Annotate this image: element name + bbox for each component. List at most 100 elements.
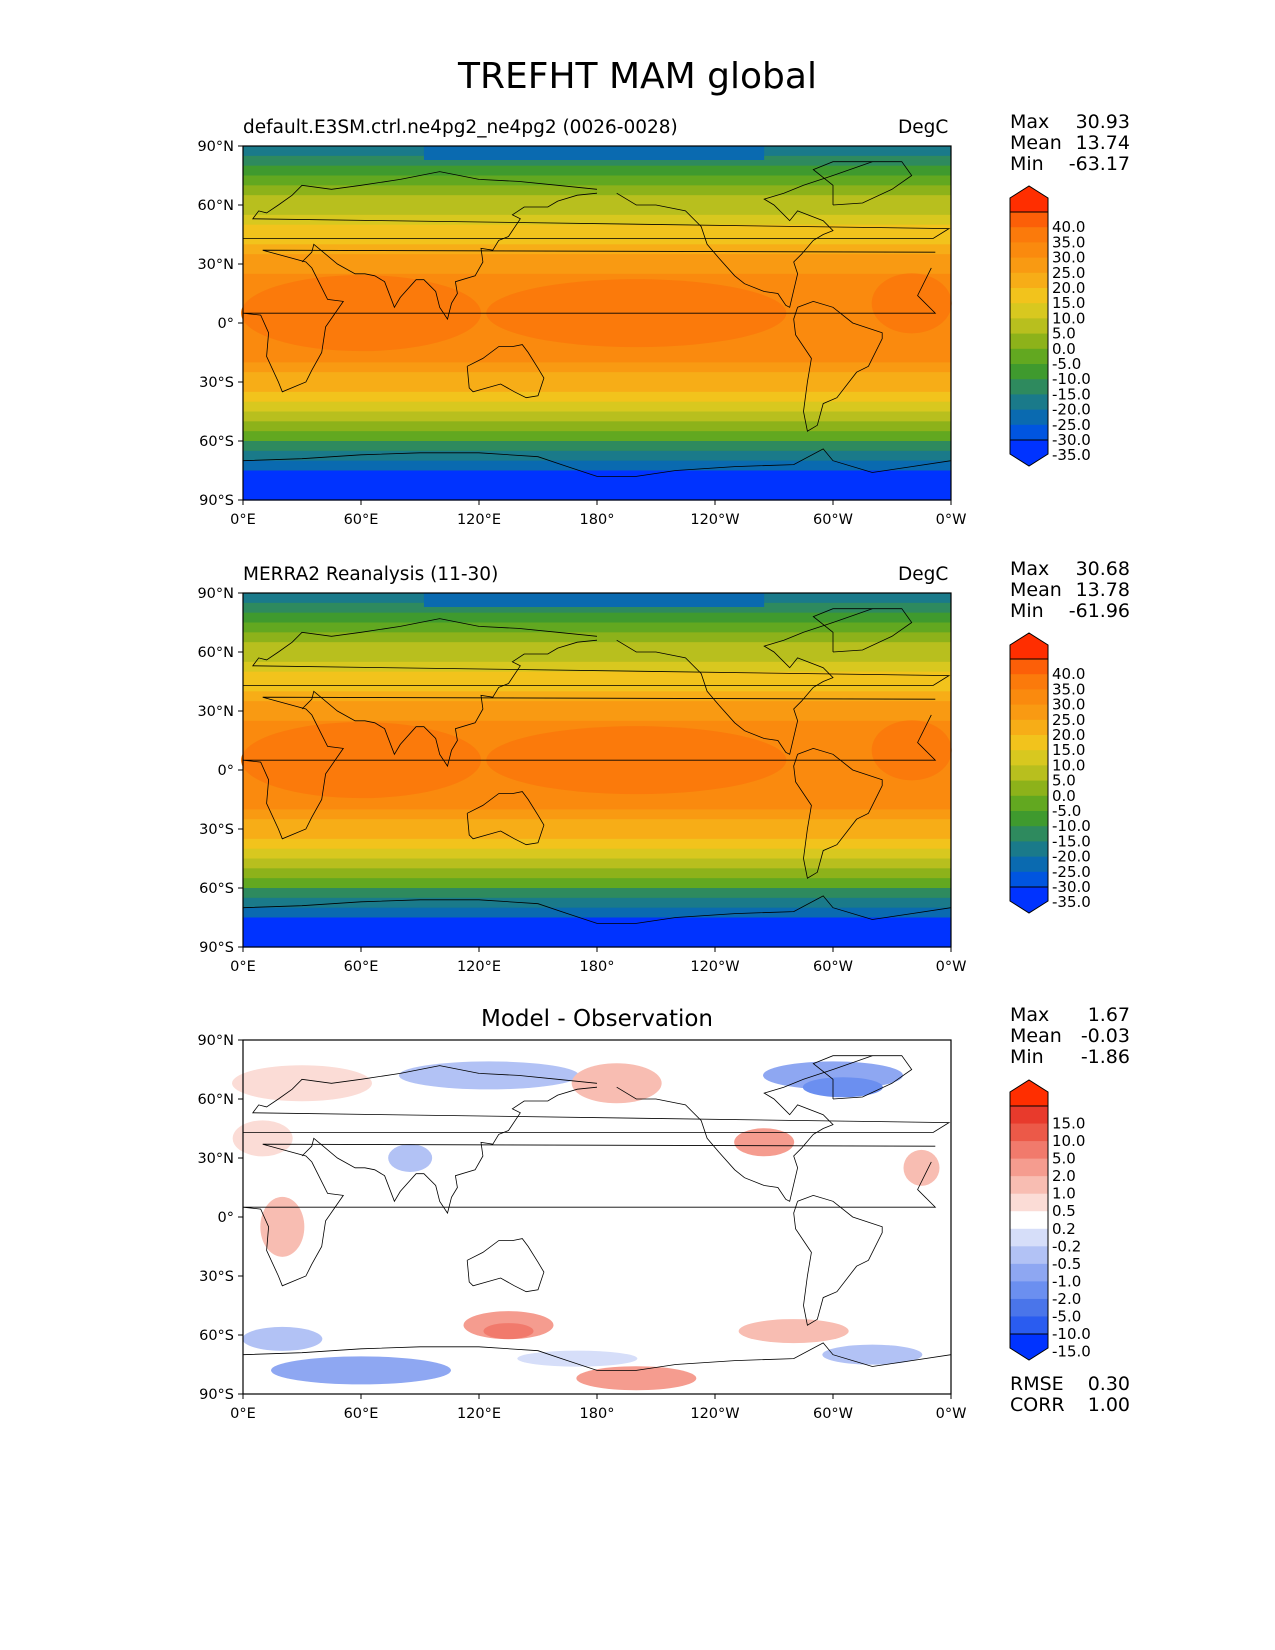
- difference-anomaly: [388, 1144, 433, 1172]
- temperature-band: [243, 372, 951, 383]
- lon-tick-label: 60°E: [344, 1406, 379, 1422]
- colorbar-label: -25.0: [1052, 416, 1091, 434]
- lon-tick-label: 0°E: [230, 512, 256, 528]
- difference-anomaly: [483, 1323, 534, 1340]
- colorbar-segment: [1010, 212, 1048, 228]
- colorbar-segment: [1010, 735, 1048, 751]
- temperature-band: [243, 155, 951, 167]
- lat-tick-label: 60°N: [197, 645, 234, 661]
- colorbar-label: -5.0: [1052, 355, 1081, 373]
- temperature-band: [243, 691, 951, 702]
- coastline: [793, 1194, 883, 1326]
- temperature-band: [243, 224, 951, 236]
- lon-tick-label: 60°E: [344, 959, 379, 975]
- colorbar-label: -1.0: [1052, 1272, 1081, 1290]
- colorbar-label: 15.0: [1052, 294, 1085, 312]
- colorbar-segment: [1010, 1228, 1048, 1247]
- colorbar-segment: [1010, 871, 1048, 888]
- panel-1-mean-label: Mean: [1010, 132, 1062, 154]
- temperature-band: [243, 244, 951, 255]
- coastline: [466, 1238, 545, 1293]
- panel-3-max-label: Max: [1010, 1004, 1050, 1026]
- colorbar-label: 10.0: [1052, 756, 1085, 774]
- temperature-band: [243, 431, 951, 442]
- temperature-band: [243, 878, 951, 889]
- arctic-cold-block: [423, 146, 765, 160]
- colorbar-segment: [1010, 1298, 1048, 1317]
- panel-1-max-label: Max: [1010, 111, 1050, 133]
- lon-tick-label: 0°E: [230, 1406, 256, 1422]
- panel-2-colorbar: 40.035.030.025.020.015.010.05.00.0-5.0-1…: [1009, 632, 1091, 914]
- lon-tick-label: 180°: [580, 512, 615, 528]
- colorbar-label: 15.0: [1052, 1115, 1085, 1133]
- colorbar-segment: [1010, 1263, 1048, 1282]
- coastline: [242, 1342, 952, 1371]
- temperature-band: [243, 868, 951, 879]
- temperature-band: [243, 838, 951, 850]
- lat-tick-label: 0°: [218, 1210, 234, 1226]
- difference-anomaly: [398, 1061, 579, 1090]
- colorbar-label: -20.0: [1052, 401, 1091, 419]
- colorbar-label: 25.0: [1052, 711, 1085, 729]
- temperature-band: [243, 391, 951, 403]
- colorbar-extend-min: [1009, 439, 1049, 467]
- lat-tick-label: 90°N: [197, 1033, 234, 1049]
- coastline: [812, 1055, 913, 1100]
- panel-1-max: 30.93: [1075, 111, 1130, 133]
- corr-value: 1.00: [1087, 1394, 1130, 1416]
- lon-tick-label: 60°W: [813, 959, 853, 975]
- panel-2-map: [241, 593, 952, 948]
- colorbar-segment: [1010, 303, 1048, 319]
- lat-tick-label: 90°N: [197, 586, 234, 602]
- difference-anomaly: [260, 1196, 305, 1257]
- colorbar-label: 10.0: [1052, 309, 1085, 327]
- temperature-band: [243, 888, 951, 899]
- lon-tick-label: 60°E: [344, 512, 379, 528]
- panel-3-map: [232, 1040, 952, 1394]
- difference-anomaly: [571, 1063, 662, 1104]
- lat-tick-label: 0°: [218, 763, 234, 779]
- panel-2-units: DegC: [898, 564, 949, 585]
- colorbar-label: 35.0: [1052, 680, 1085, 698]
- colorbar-segment: [1010, 795, 1048, 812]
- lat-tick-label: 90°S: [199, 940, 234, 956]
- panel-1-min-label: Min: [1010, 153, 1044, 175]
- colorbar-segment: [1010, 856, 1048, 873]
- colorbar-segment: [1010, 1193, 1048, 1212]
- coastline: [793, 747, 883, 879]
- temperature-band: [243, 622, 951, 633]
- lon-tick-label: 120°E: [457, 512, 501, 528]
- colorbar-label: 35.0: [1052, 233, 1085, 251]
- panel-2-max: 30.68: [1075, 558, 1130, 580]
- colorbar-label: 15.0: [1052, 741, 1085, 759]
- colorbar-segment: [1010, 826, 1048, 842]
- colorbar-segment: [1010, 288, 1048, 304]
- temperature-band: [243, 907, 951, 919]
- temperature-band: [243, 264, 951, 275]
- colorbar-segment: [1010, 780, 1048, 797]
- temperature-band: [243, 165, 951, 177]
- lat-tick-label: 60°S: [199, 1328, 234, 1344]
- colorbar-label: 5.0: [1052, 1150, 1076, 1168]
- temperature-band: [243, 652, 951, 663]
- lat-tick-label: 90°S: [199, 1387, 234, 1403]
- colorbar-label: -10.0: [1052, 370, 1091, 388]
- difference-anomaly: [734, 1128, 795, 1157]
- temperature-band: [243, 382, 951, 393]
- panel-1-mean: 13.74: [1075, 132, 1130, 154]
- panel-3-colorbar: 15.010.05.02.01.00.50.2-0.2-0.5-1.0-2.0-…: [1009, 1079, 1091, 1361]
- lat-tick-label: 90°N: [197, 139, 234, 155]
- difference-anomaly: [738, 1319, 849, 1344]
- colorbar-segment: [1010, 348, 1048, 365]
- temperature-band: [243, 711, 951, 722]
- coastline: [242, 448, 952, 477]
- lon-tick-label: 60°W: [813, 1406, 853, 1422]
- colorbar-extend-min: [1009, 1333, 1049, 1361]
- colorbar-label: -15.0: [1052, 832, 1091, 850]
- rmse-label: RMSE: [1010, 1373, 1064, 1395]
- colorbar-segment: [1010, 674, 1048, 690]
- colorbar-segment: [1010, 659, 1048, 675]
- antarctic-cold-block: [243, 917, 951, 947]
- coastline: [301, 1086, 598, 1215]
